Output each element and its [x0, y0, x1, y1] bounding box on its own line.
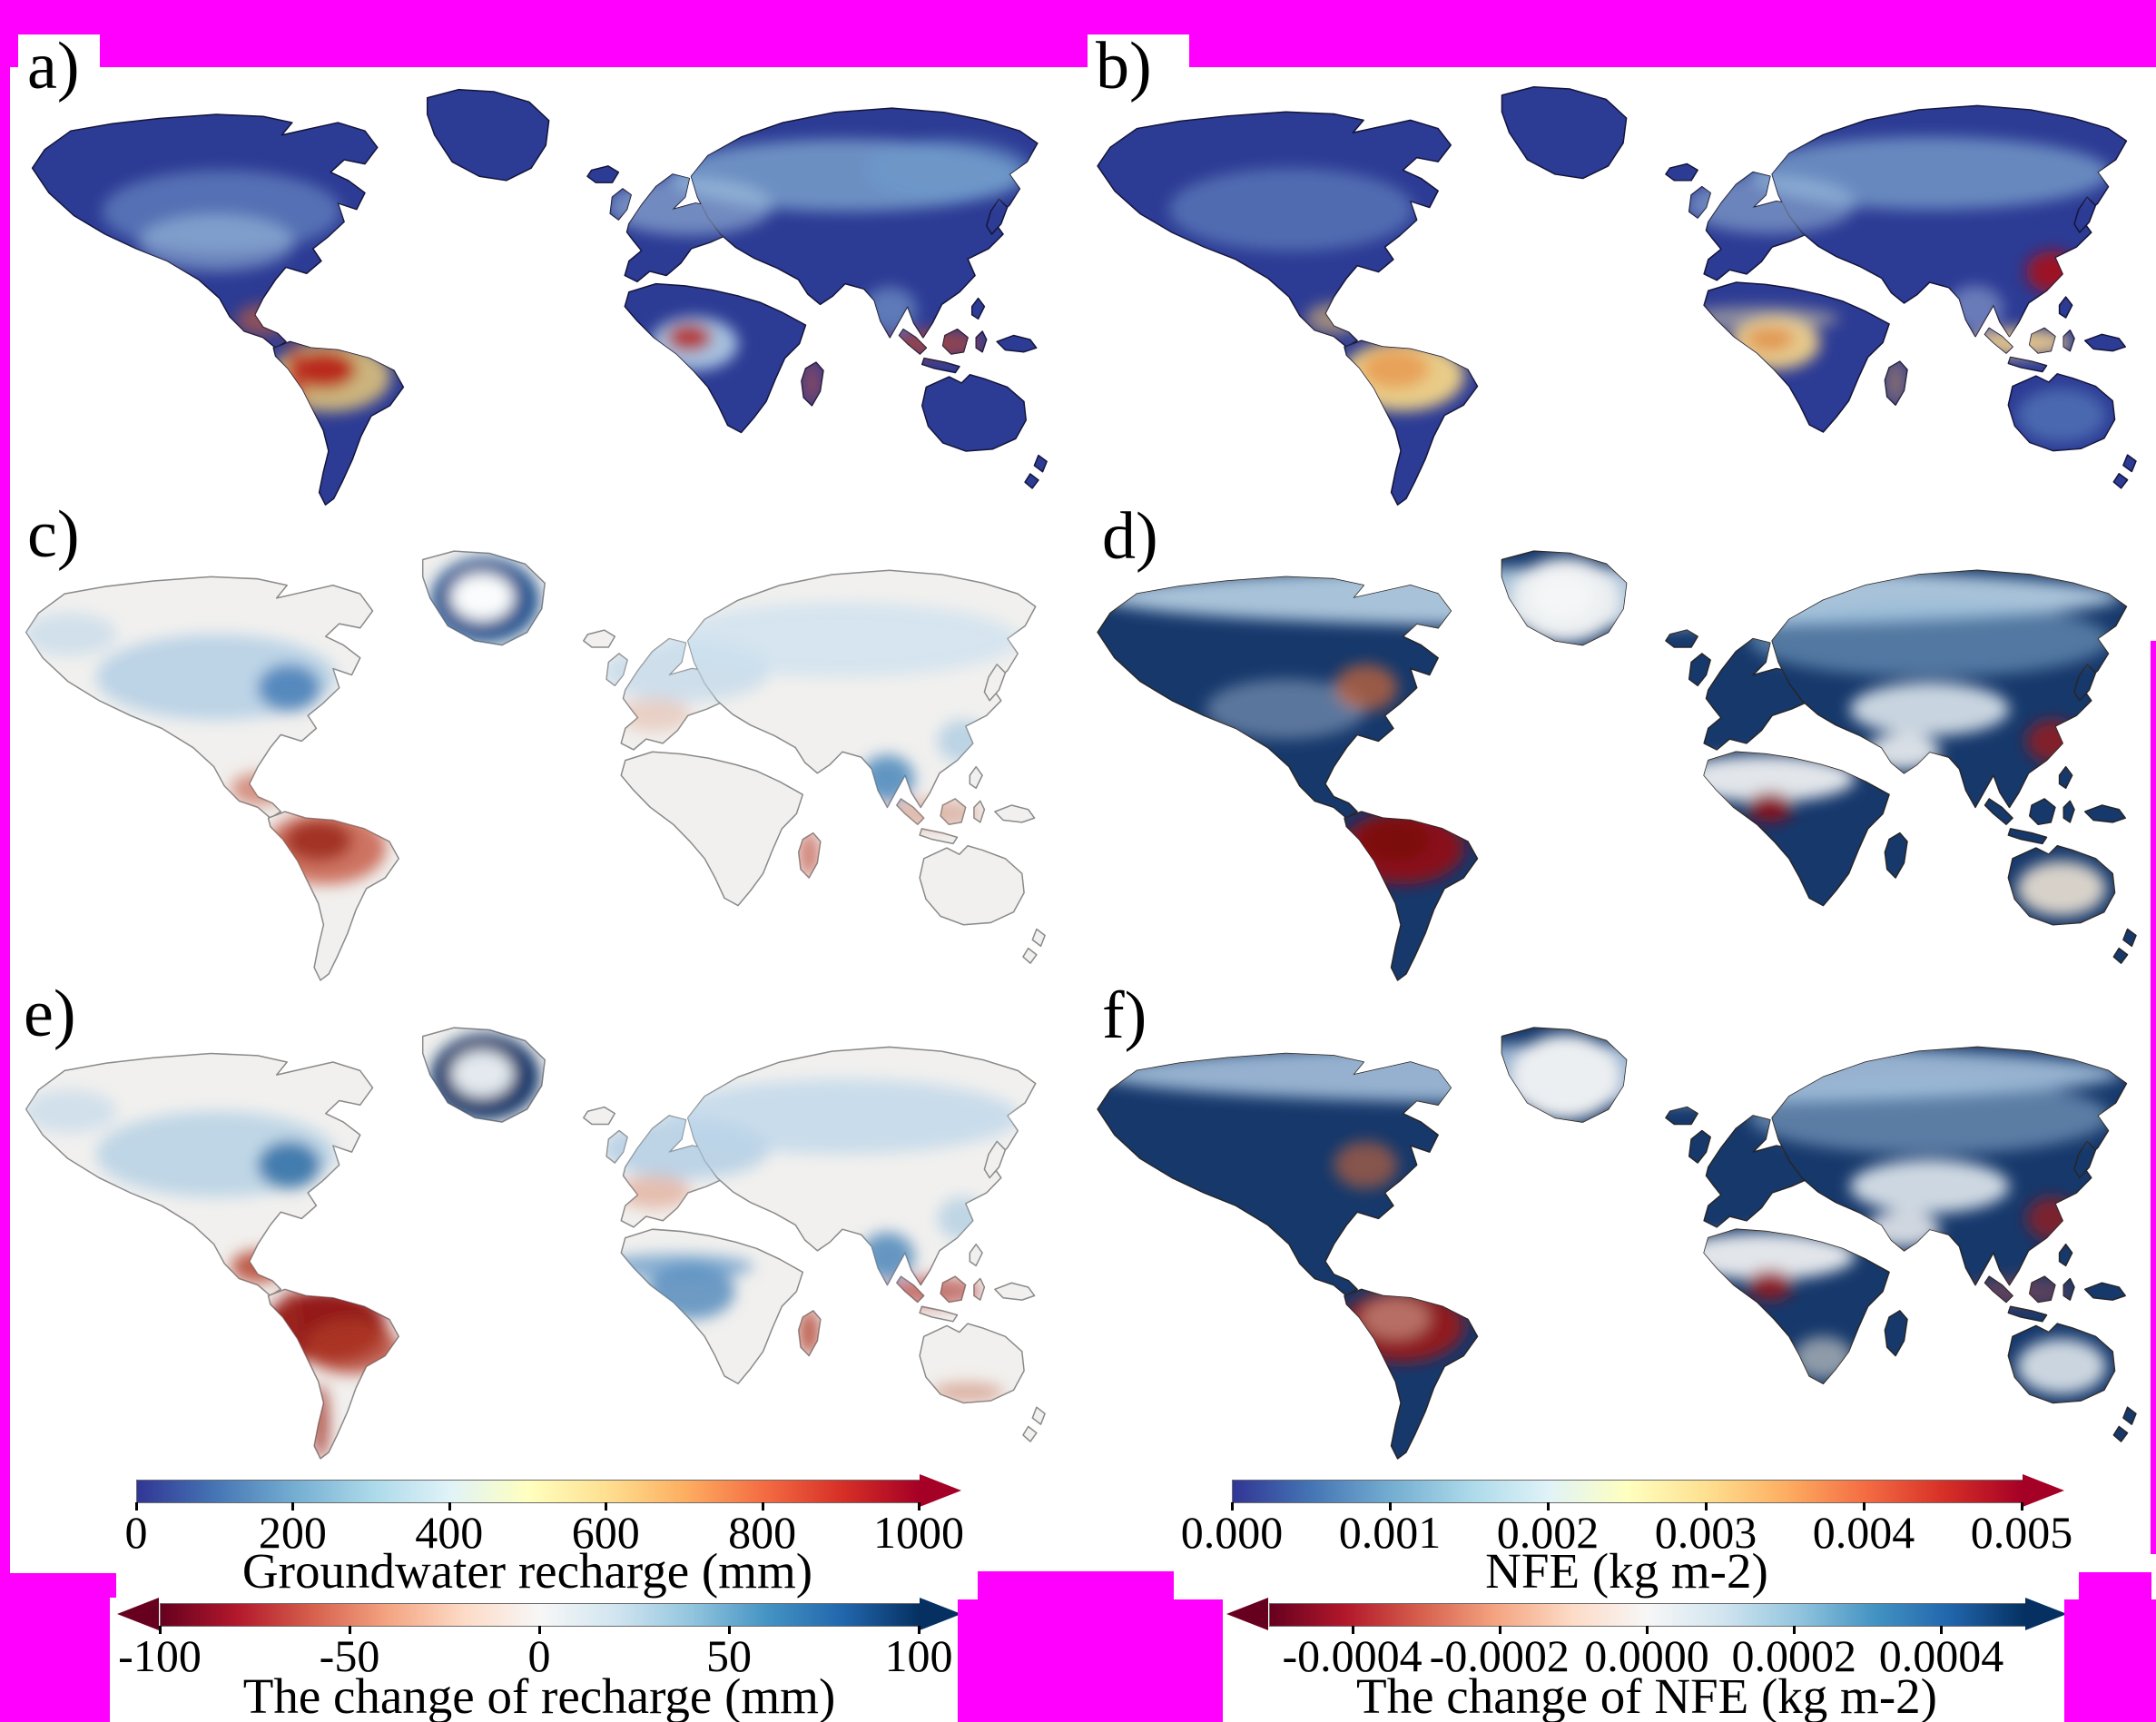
colorbar-ticklabel-nfe-0: 0.000	[1180, 1507, 1284, 1558]
world-map-e	[25, 1027, 1046, 1460]
colorbar-tick-nfe-1	[1389, 1502, 1392, 1510]
frame-bottom-right-a	[2079, 1572, 2151, 1599]
colorbar-tick-groundwater-recharge-2	[448, 1502, 451, 1510]
panel-label-b: b)	[1096, 29, 1152, 103]
colorbar-ticklabel-nfe-change-0: -0.0004	[1282, 1630, 1423, 1681]
frame-left-strip	[0, 67, 10, 1573]
world-map-d	[1097, 550, 2137, 981]
colorbar-tick-nfe-change-4	[1940, 1626, 1944, 1634]
colorbar-ticklabel-nfe-2: 0.002	[1496, 1507, 1600, 1558]
colorbar-tick-nfe-3	[1705, 1502, 1708, 1510]
colorbar-ticklabel-nfe-change-1: -0.0002	[1429, 1630, 1570, 1681]
frame-top-band	[0, 0, 2156, 67]
panel-label-c: c)	[27, 497, 80, 572]
map-panel-b	[1078, 74, 2142, 511]
colorbar-tick-groundwater-recharge-1	[291, 1502, 295, 1510]
colorbar-ticklabel-recharge-change-3: 50	[706, 1630, 752, 1681]
frame-bottom-mid-a	[978, 1571, 1174, 1599]
colorbar-tick-groundwater-recharge-0	[135, 1502, 138, 1510]
colorbar-gradient-nfe	[1232, 1480, 2023, 1503]
colorbar-tick-nfe-5	[2021, 1502, 2023, 1510]
colorbar-ticklabel-recharge-change-1: -50	[319, 1630, 380, 1681]
map-panel-a	[14, 77, 1053, 511]
colorbar-tick-nfe-2	[1547, 1502, 1550, 1510]
colorbar-arrow-right-recharge-change	[920, 1598, 961, 1630]
colorbar-title-groundwater-recharge: Groundwater recharge (mm)	[241, 1543, 813, 1599]
colorbar-ticklabel-nfe-change-4: 0.0004	[1878, 1630, 2004, 1681]
colorbar-tick-recharge-change-2	[538, 1626, 541, 1634]
colorbar-tick-nfe-0	[1231, 1502, 1234, 1510]
colorbar-ticklabel-nfe-change-2: 0.0000	[1584, 1630, 1709, 1681]
panel-label-f: f)	[1102, 979, 1147, 1053]
colorbar-ticklabel-groundwater-recharge-5: 1000	[873, 1507, 964, 1558]
label-notch-a	[18, 34, 100, 67]
frame-bottom-mid-b	[958, 1599, 1223, 1722]
colorbar-arrow-right-nfe-change	[2025, 1598, 2067, 1630]
colorbar-ticklabel-nfe-4: 0.004	[1812, 1507, 1915, 1558]
label-notch-b	[1088, 34, 1189, 67]
frame-bottom-right-b	[2064, 1599, 2156, 1722]
panel-label-d: d)	[1102, 499, 1158, 574]
world-map-f	[1097, 1027, 2137, 1460]
colorbar-gradient-recharge-change	[160, 1603, 920, 1627]
colorbar-tick-nfe-4	[1863, 1502, 1866, 1510]
colorbar-title-nfe-change: The change of NFE (kg m-2)	[1356, 1668, 1937, 1722]
colorbar-ticklabel-groundwater-recharge-4: 800	[728, 1507, 797, 1558]
colorbar-ticklabel-groundwater-recharge-1: 200	[258, 1507, 327, 1558]
colorbar-ticklabel-groundwater-recharge-0: 0	[124, 1507, 148, 1558]
colorbar-ticklabel-nfe-change-3: 0.0002	[1731, 1630, 1856, 1681]
colorbar-tick-groundwater-recharge-4	[761, 1502, 764, 1510]
frame-bottom-left-a	[0, 1573, 116, 1598]
colorbar-tick-nfe-change-3	[1793, 1626, 1797, 1634]
world-map-a	[31, 88, 1048, 506]
colorbar-title-recharge-change: The change of recharge (mm)	[242, 1668, 836, 1722]
colorbar-ticklabel-nfe-3: 0.003	[1654, 1507, 1757, 1558]
colorbar-gradient-groundwater-recharge	[136, 1480, 920, 1503]
colorbar-arrow-right-nfe	[2023, 1474, 2064, 1507]
colorbar-tick-groundwater-recharge-3	[605, 1502, 608, 1510]
frame-right-strip	[2151, 641, 2156, 1554]
world-map-c	[25, 550, 1046, 981]
panel-label-e: e)	[24, 977, 76, 1051]
colorbar-title-nfe: NFE (kg m-2)	[1485, 1543, 1768, 1599]
map-panel-f	[1078, 1015, 2142, 1465]
colorbar-tick-groundwater-recharge-5	[918, 1502, 920, 1510]
colorbar-arrow-left-recharge-change	[117, 1598, 159, 1630]
colorbar-tick-recharge-change-4	[918, 1626, 920, 1634]
colorbar-ticklabel-nfe-5: 0.005	[1970, 1507, 2073, 1558]
colorbar-gradient-nfe-change	[1269, 1603, 2026, 1627]
colorbar-tick-nfe-change-0	[1351, 1626, 1354, 1634]
colorbar-arrow-right-groundwater-recharge	[920, 1474, 961, 1507]
colorbar-tick-recharge-change-3	[728, 1626, 731, 1634]
colorbar-tick-nfe-change-2	[1646, 1626, 1649, 1634]
world-map-b	[1097, 85, 2137, 506]
colorbar-ticklabel-recharge-change-4: 100	[884, 1630, 953, 1681]
panel-label-a: a)	[27, 29, 80, 103]
colorbar-ticklabel-recharge-change-0: -100	[118, 1630, 202, 1681]
frame-bottom-left-b	[0, 1598, 110, 1722]
colorbar-ticklabel-groundwater-recharge-2: 400	[415, 1507, 484, 1558]
map-panel-d	[1078, 538, 2142, 987]
colorbar-tick-recharge-change-1	[349, 1626, 351, 1634]
colorbar-tick-nfe-change-1	[1498, 1626, 1501, 1634]
map-panel-e	[7, 1015, 1051, 1465]
map-panel-c	[7, 538, 1051, 987]
colorbar-arrow-left-nfe-change	[1226, 1598, 1268, 1630]
colorbar-ticklabel-recharge-change-2: 0	[527, 1630, 551, 1681]
colorbar-ticklabel-groundwater-recharge-3: 600	[571, 1507, 640, 1558]
colorbar-ticklabel-nfe-1: 0.001	[1338, 1507, 1442, 1558]
colorbar-tick-recharge-change-0	[159, 1626, 162, 1634]
